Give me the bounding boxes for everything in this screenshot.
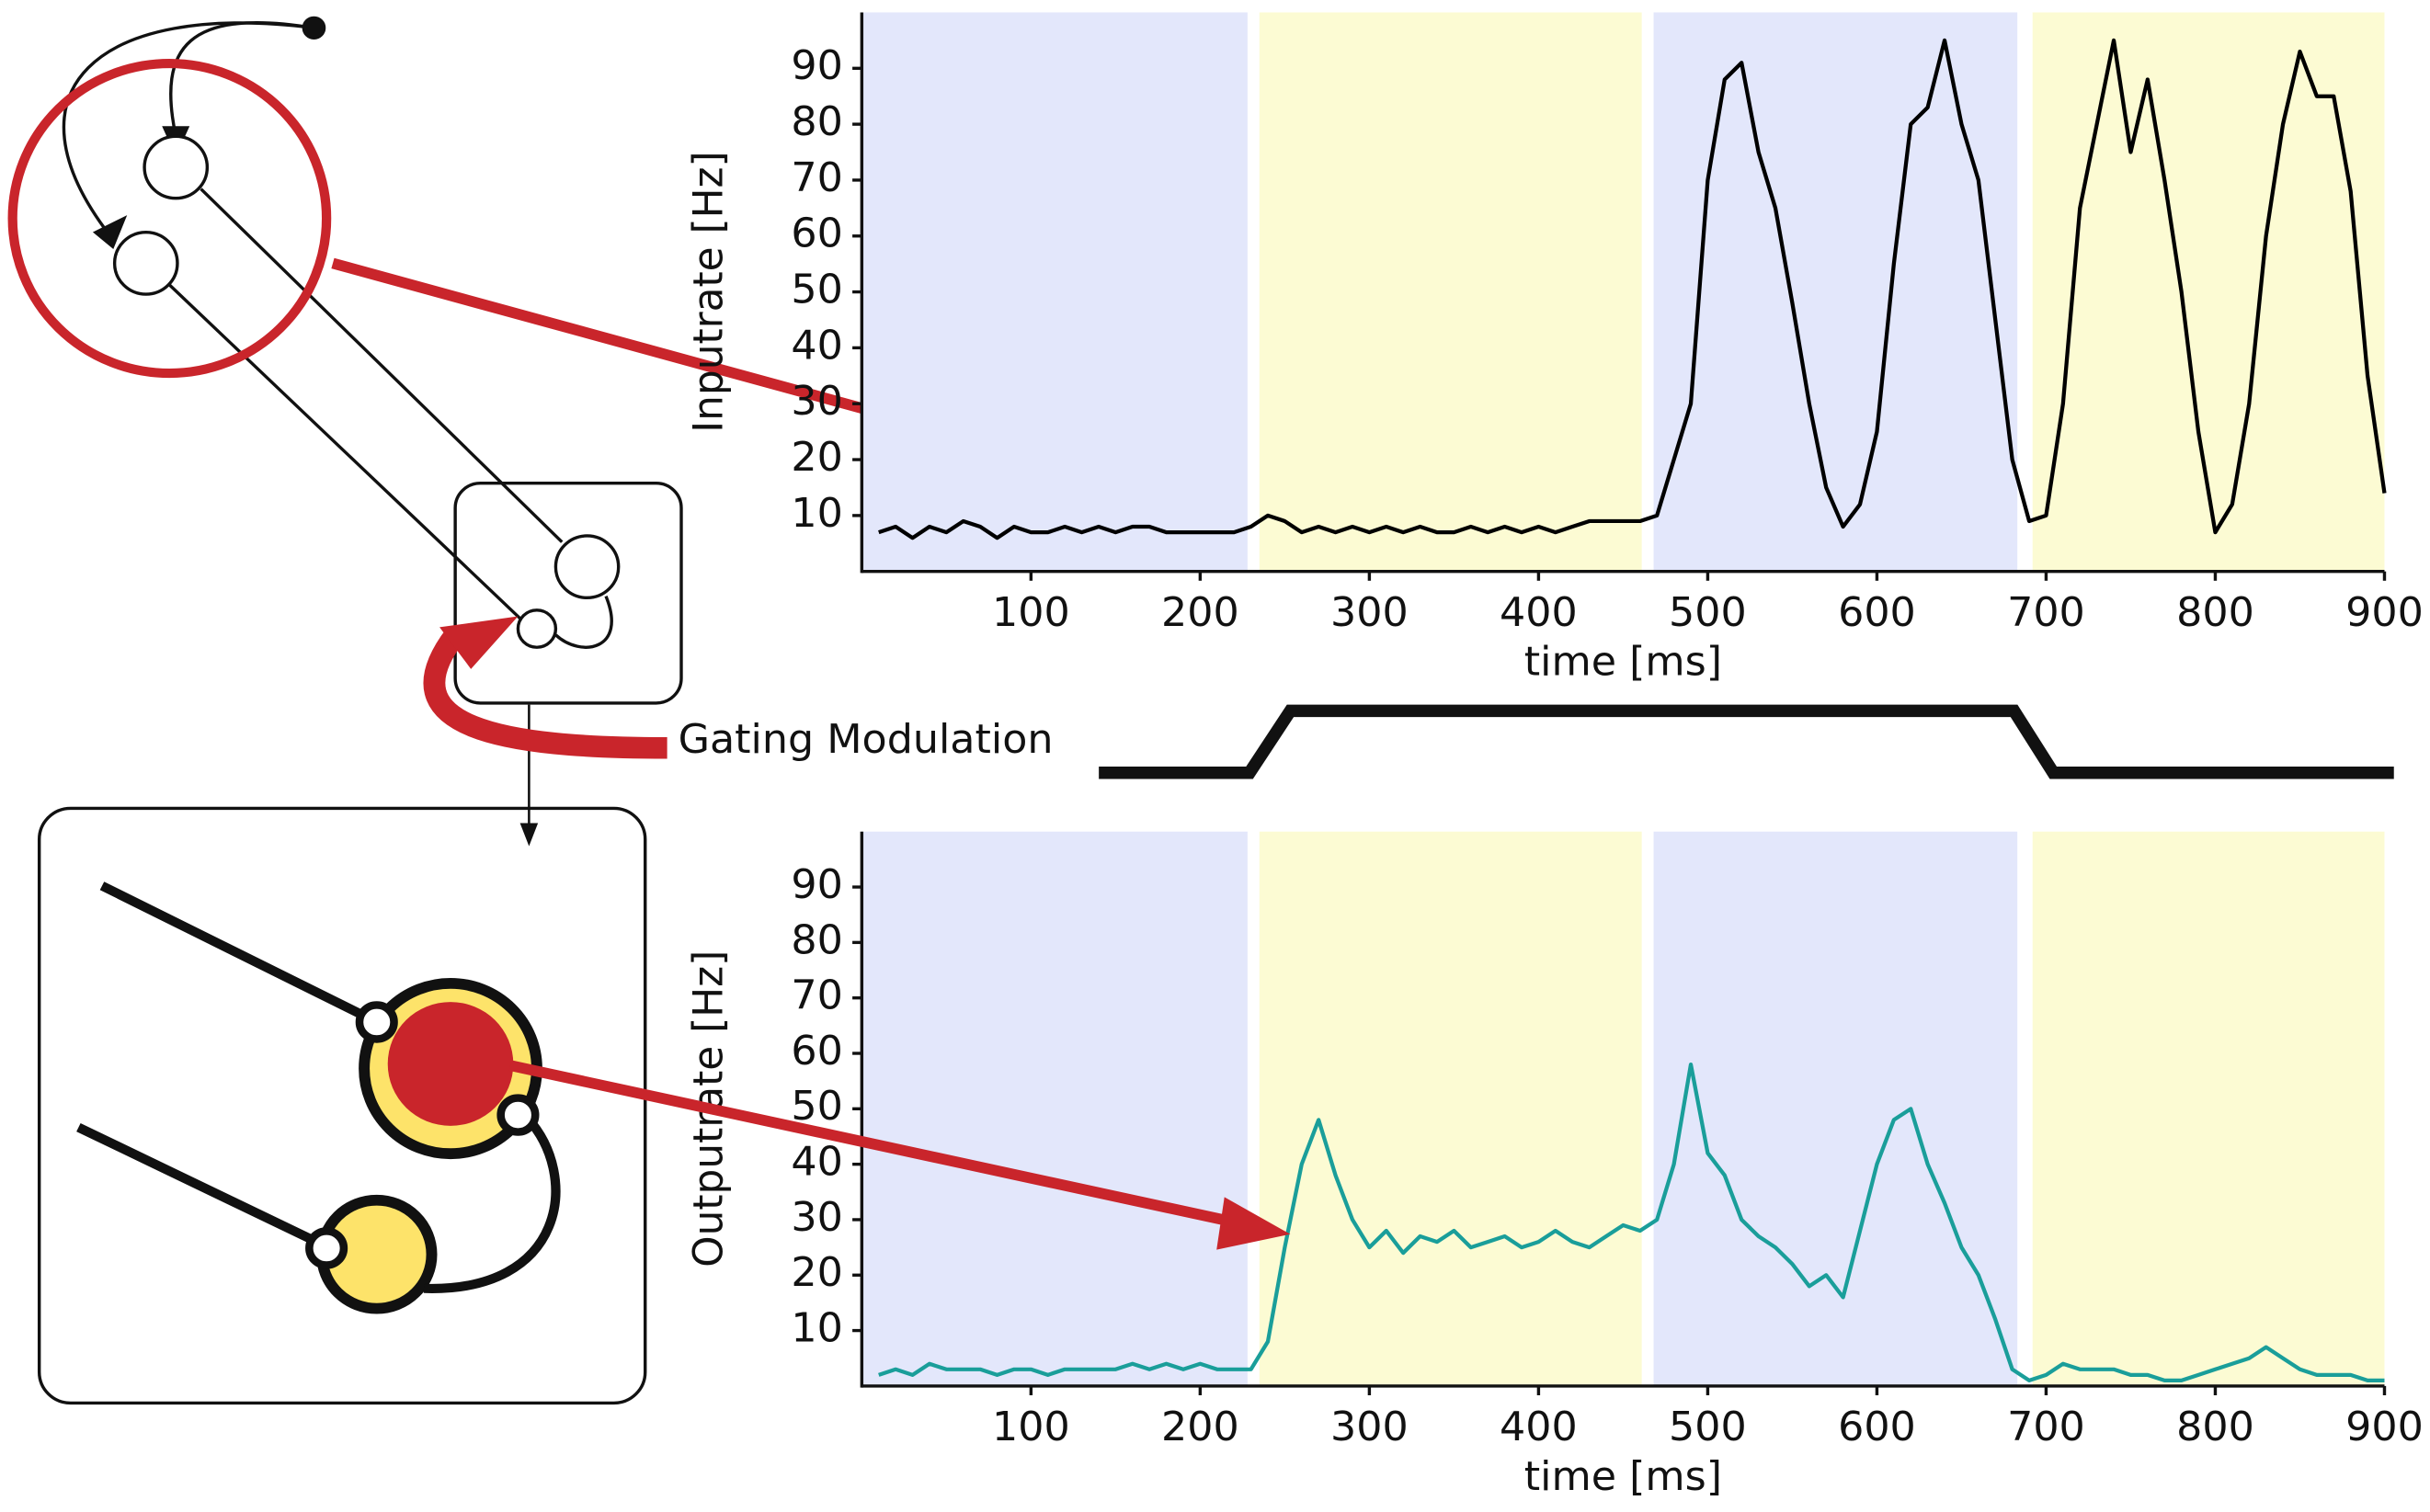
x-tick-label: 200	[1161, 589, 1239, 636]
x-tick-label: 700	[2007, 589, 2085, 636]
y-tick-label: 10	[791, 1305, 842, 1352]
shaded-region	[1653, 831, 2018, 1386]
shaded-region	[1259, 831, 1642, 1386]
gating-label: Gating Modulation	[679, 716, 1054, 763]
x-tick-label: 900	[2345, 1404, 2424, 1450]
x-tick-label: 100	[992, 1404, 1070, 1450]
y-tick-label: 50	[791, 267, 842, 313]
label-bg	[671, 715, 1093, 768]
x-axis-label: time [ms]	[1524, 1453, 1722, 1500]
x-tick-label: 900	[2345, 589, 2424, 636]
y-tick-label: 70	[791, 154, 842, 201]
data-line	[878, 38, 2387, 540]
x-tick-label: 600	[1838, 1404, 1916, 1450]
data-line	[878, 1062, 2385, 1382]
y-tick-label: 60	[791, 210, 842, 257]
x-axis-label: time [ms]	[1524, 639, 1722, 686]
x-tick-label: 400	[1500, 589, 1578, 636]
y-tick-label: 20	[791, 1249, 842, 1296]
x-tick-label: 500	[1669, 589, 1747, 636]
x-tick-label: 600	[1838, 589, 1916, 636]
y-tick-label: 10	[791, 490, 842, 537]
y-tick-label: 20	[791, 434, 842, 481]
x-tick-label: 100	[992, 589, 1070, 636]
x-tick-label: 200	[1161, 1404, 1239, 1450]
y-tick-label: 40	[791, 323, 842, 369]
shaded-region	[861, 12, 1248, 572]
y-tick-label: 90	[791, 42, 842, 89]
arrow-overlay: Gating Modulation	[508, 715, 1291, 1250]
y-tick-label: 50	[791, 1084, 842, 1131]
shaded-region	[2032, 12, 2385, 572]
x-tick-label: 400	[1500, 1404, 1578, 1450]
shaded-region	[2032, 831, 2385, 1386]
y-tick-label: 40	[791, 1139, 842, 1186]
x-tick-label: 500	[1669, 1404, 1747, 1450]
shaded-region	[1259, 12, 1642, 572]
x-tick-label: 300	[1330, 589, 1409, 636]
x-tick-label: 700	[2007, 1404, 2085, 1450]
y-tick-label: 80	[791, 917, 842, 964]
x-tick-label: 800	[2176, 589, 2254, 636]
x-tick-label: 800	[2176, 1404, 2254, 1450]
shaded-region	[861, 831, 1248, 1386]
y-tick-label: 90	[791, 861, 842, 908]
plots: 10 20 30 40 50 60 70 80 90 100 200 300 400 500 600 700 8…	[685, 12, 2424, 1500]
y-tick-label: 70	[791, 972, 842, 1019]
y-tick-label: 60	[791, 1028, 842, 1074]
shaded-region	[1653, 12, 2018, 572]
y-tick-label: 80	[791, 98, 842, 145]
x-tick-label: 300	[1330, 1404, 1409, 1450]
y-axis-label: Inputrate [Hz]	[685, 151, 732, 432]
y-tick-label: 30	[791, 1194, 842, 1241]
y-tick-label: 30	[791, 378, 842, 425]
